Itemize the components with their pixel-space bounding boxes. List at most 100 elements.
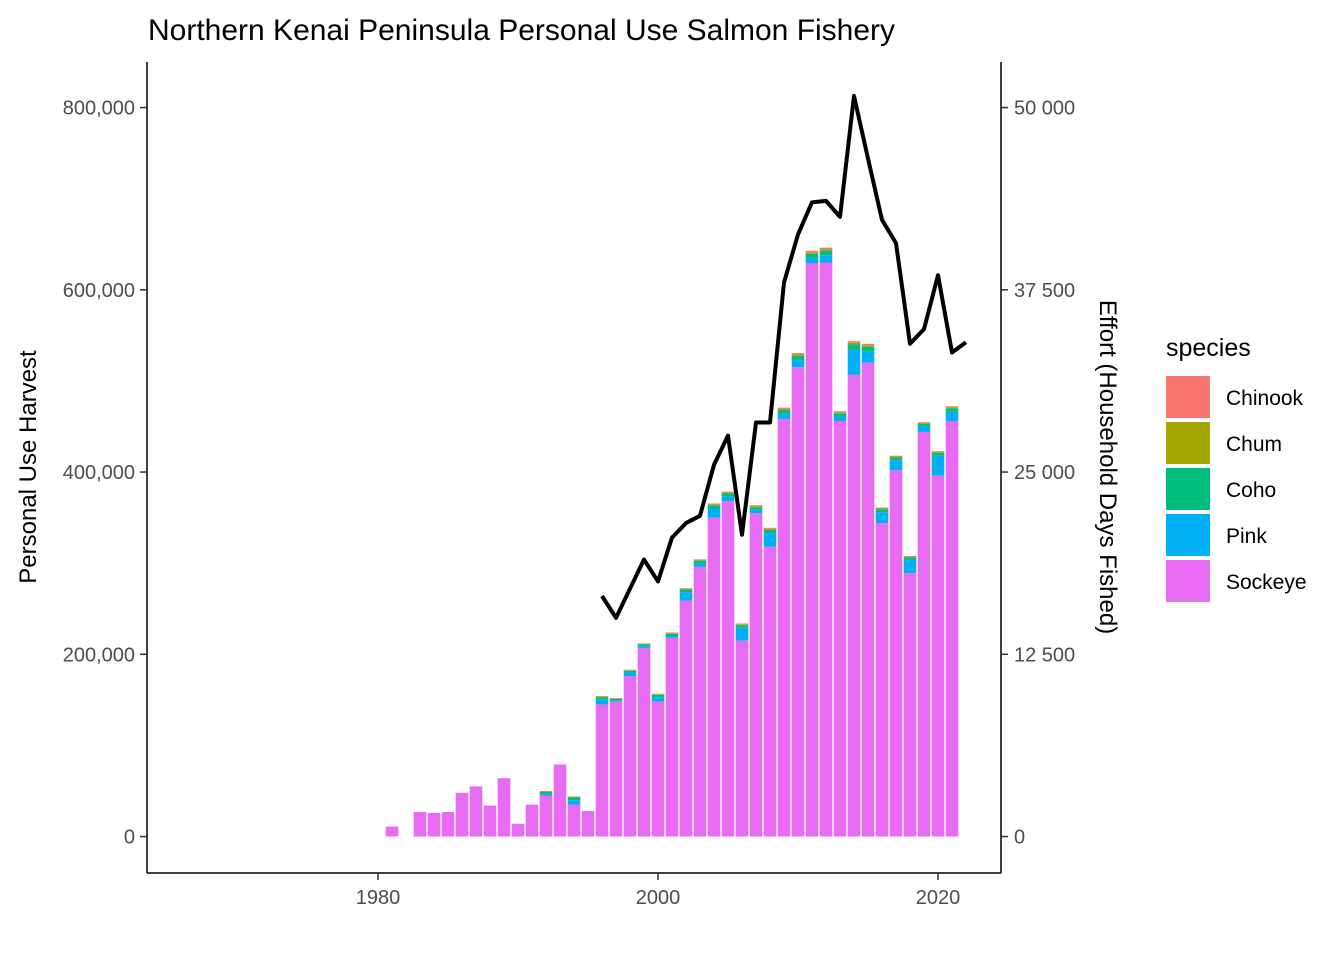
bar-sockeye-1986 — [455, 792, 469, 837]
bar-pink-1997 — [609, 700, 623, 702]
y-tick-label-400000: 400,000 — [63, 462, 135, 484]
bar-pink-2013 — [833, 416, 847, 422]
y-ticks: 0 200,000 400,000 600,000 800,000 — [63, 98, 147, 849]
bar-chinook-2001 — [665, 632, 679, 634]
bar-chinook-2008 — [763, 527, 777, 529]
bar-sockeye-1997 — [609, 701, 623, 837]
legend-label-pink: Pink — [1226, 525, 1267, 548]
bar-chinook-2000 — [651, 693, 665, 695]
bar-pink-2006 — [735, 627, 749, 641]
bar-chinook-2011 — [805, 250, 819, 253]
bar-pink-2014 — [847, 349, 861, 375]
x-tick-label-2020: 2020 — [916, 887, 961, 909]
bar-sockeye-2010 — [791, 367, 805, 837]
y-axis-title: Personal Use Harvest — [15, 350, 42, 584]
bar-chum-2017 — [889, 456, 903, 458]
legend-key-chinook — [1166, 376, 1210, 418]
bar-chinook-1999 — [637, 643, 651, 644]
bar-sockeye-1993 — [553, 764, 567, 837]
chart-title: Northern Kenai Peninsula Personal Use Sa… — [148, 14, 895, 47]
bar-chum-1998 — [623, 670, 637, 671]
bar-sockeye-2004 — [707, 517, 721, 837]
bar-sockeye-2015 — [861, 362, 875, 837]
bar-pink-1994 — [567, 800, 581, 805]
bar-sockeye-2016 — [875, 523, 889, 837]
bar-pink-2018 — [903, 559, 917, 574]
legend-key-pink — [1166, 514, 1210, 556]
bar-sockeye-1999 — [637, 647, 651, 837]
bar-chum-2002 — [679, 588, 693, 590]
x-ticks: 1980 2000 2020 — [356, 873, 961, 909]
bar-coho-1994 — [567, 797, 581, 801]
bar-chinook-2003 — [693, 559, 707, 561]
bar-sockeye-2018 — [903, 573, 917, 837]
bar-pink-2019 — [917, 426, 931, 432]
bar-chinook-1996 — [595, 696, 609, 697]
x-tick-label-1980: 1980 — [356, 887, 401, 909]
bar-coho-2020 — [931, 452, 945, 456]
bar-chinook-2015 — [861, 343, 875, 346]
bar-pink-2007 — [749, 509, 763, 514]
bar-chinook-2007 — [749, 505, 763, 507]
bar-coho-2006 — [735, 625, 749, 628]
bar-coho-2012 — [819, 250, 833, 256]
bar-coho-2010 — [791, 355, 805, 360]
bar-sockeye-2011 — [805, 263, 819, 837]
y-tick-label-200000: 200,000 — [63, 644, 135, 666]
y2-tick-label-12500: 12 500 — [1014, 644, 1075, 666]
bar-pink-1999 — [637, 646, 651, 648]
y2-axis-title: Effort (Household Days Fished) — [1094, 300, 1121, 634]
bar-sockeye-1990 — [511, 823, 525, 837]
bar-sockeye-2017 — [889, 470, 903, 837]
bar-pink-2001 — [665, 636, 679, 638]
legend-title: species — [1166, 334, 1251, 362]
bar-sockeye-1988 — [483, 805, 497, 837]
bars-layer — [385, 247, 959, 837]
legend-key-chum — [1166, 422, 1210, 464]
bar-sockeye-2003 — [693, 566, 707, 837]
bar-chinook-2002 — [679, 588, 693, 589]
legend: species Chinook Chum Coho Pink Sockeye — [1166, 334, 1307, 602]
bar-coho-2011 — [805, 253, 819, 258]
y2-tick-label-25000: 25 000 — [1014, 462, 1075, 484]
legend-label-chum: Chum — [1226, 433, 1282, 456]
bar-chum-2015 — [861, 345, 875, 347]
bar-coho-2014 — [847, 344, 861, 350]
bar-pink-2020 — [931, 455, 945, 476]
bar-chinook-1997 — [609, 698, 623, 699]
bar-chum-2006 — [735, 624, 749, 626]
bar-chinook-2017 — [889, 455, 903, 457]
effort-line — [600, 93, 968, 620]
bar-coho-1997 — [609, 698, 623, 701]
bar-chum-2000 — [651, 694, 665, 695]
bar-sockeye-2001 — [665, 637, 679, 837]
bar-chinook-2004 — [707, 503, 721, 505]
bar-chum-2010 — [791, 354, 805, 356]
bar-sockeye-2007 — [749, 513, 763, 837]
bar-sockeye-1995 — [581, 811, 595, 837]
bar-sockeye-1989 — [497, 778, 511, 837]
bar-sockeye-2019 — [917, 431, 931, 837]
bar-pink-2010 — [791, 359, 805, 368]
bar-chinook-1992 — [539, 790, 553, 792]
bar-chum-2016 — [875, 508, 889, 510]
bar-pink-2021 — [945, 411, 959, 422]
bar-chinook-2021 — [945, 406, 959, 408]
bar-pink-2015 — [861, 351, 875, 363]
bar-chum-1992 — [539, 791, 553, 792]
legend-label-sockeye: Sockeye — [1226, 571, 1307, 594]
bar-sockeye-2005 — [721, 501, 735, 837]
bar-coho-2000 — [651, 694, 665, 698]
bar-pink-2009 — [777, 413, 791, 420]
bar-chinook-2019 — [917, 422, 931, 423]
y-tick-label-0: 0 — [124, 827, 135, 849]
bar-sockeye-1998 — [623, 676, 637, 837]
bar-coho-2019 — [917, 423, 931, 427]
bar-chinook-1998 — [623, 669, 637, 671]
bar-sockeye-2006 — [735, 640, 749, 837]
bar-sockeye-2008 — [763, 546, 777, 837]
bar-chum-2013 — [833, 412, 847, 414]
bar-pink-2012 — [819, 255, 833, 263]
y2-tick-label-50000: 50 000 — [1014, 98, 1075, 120]
